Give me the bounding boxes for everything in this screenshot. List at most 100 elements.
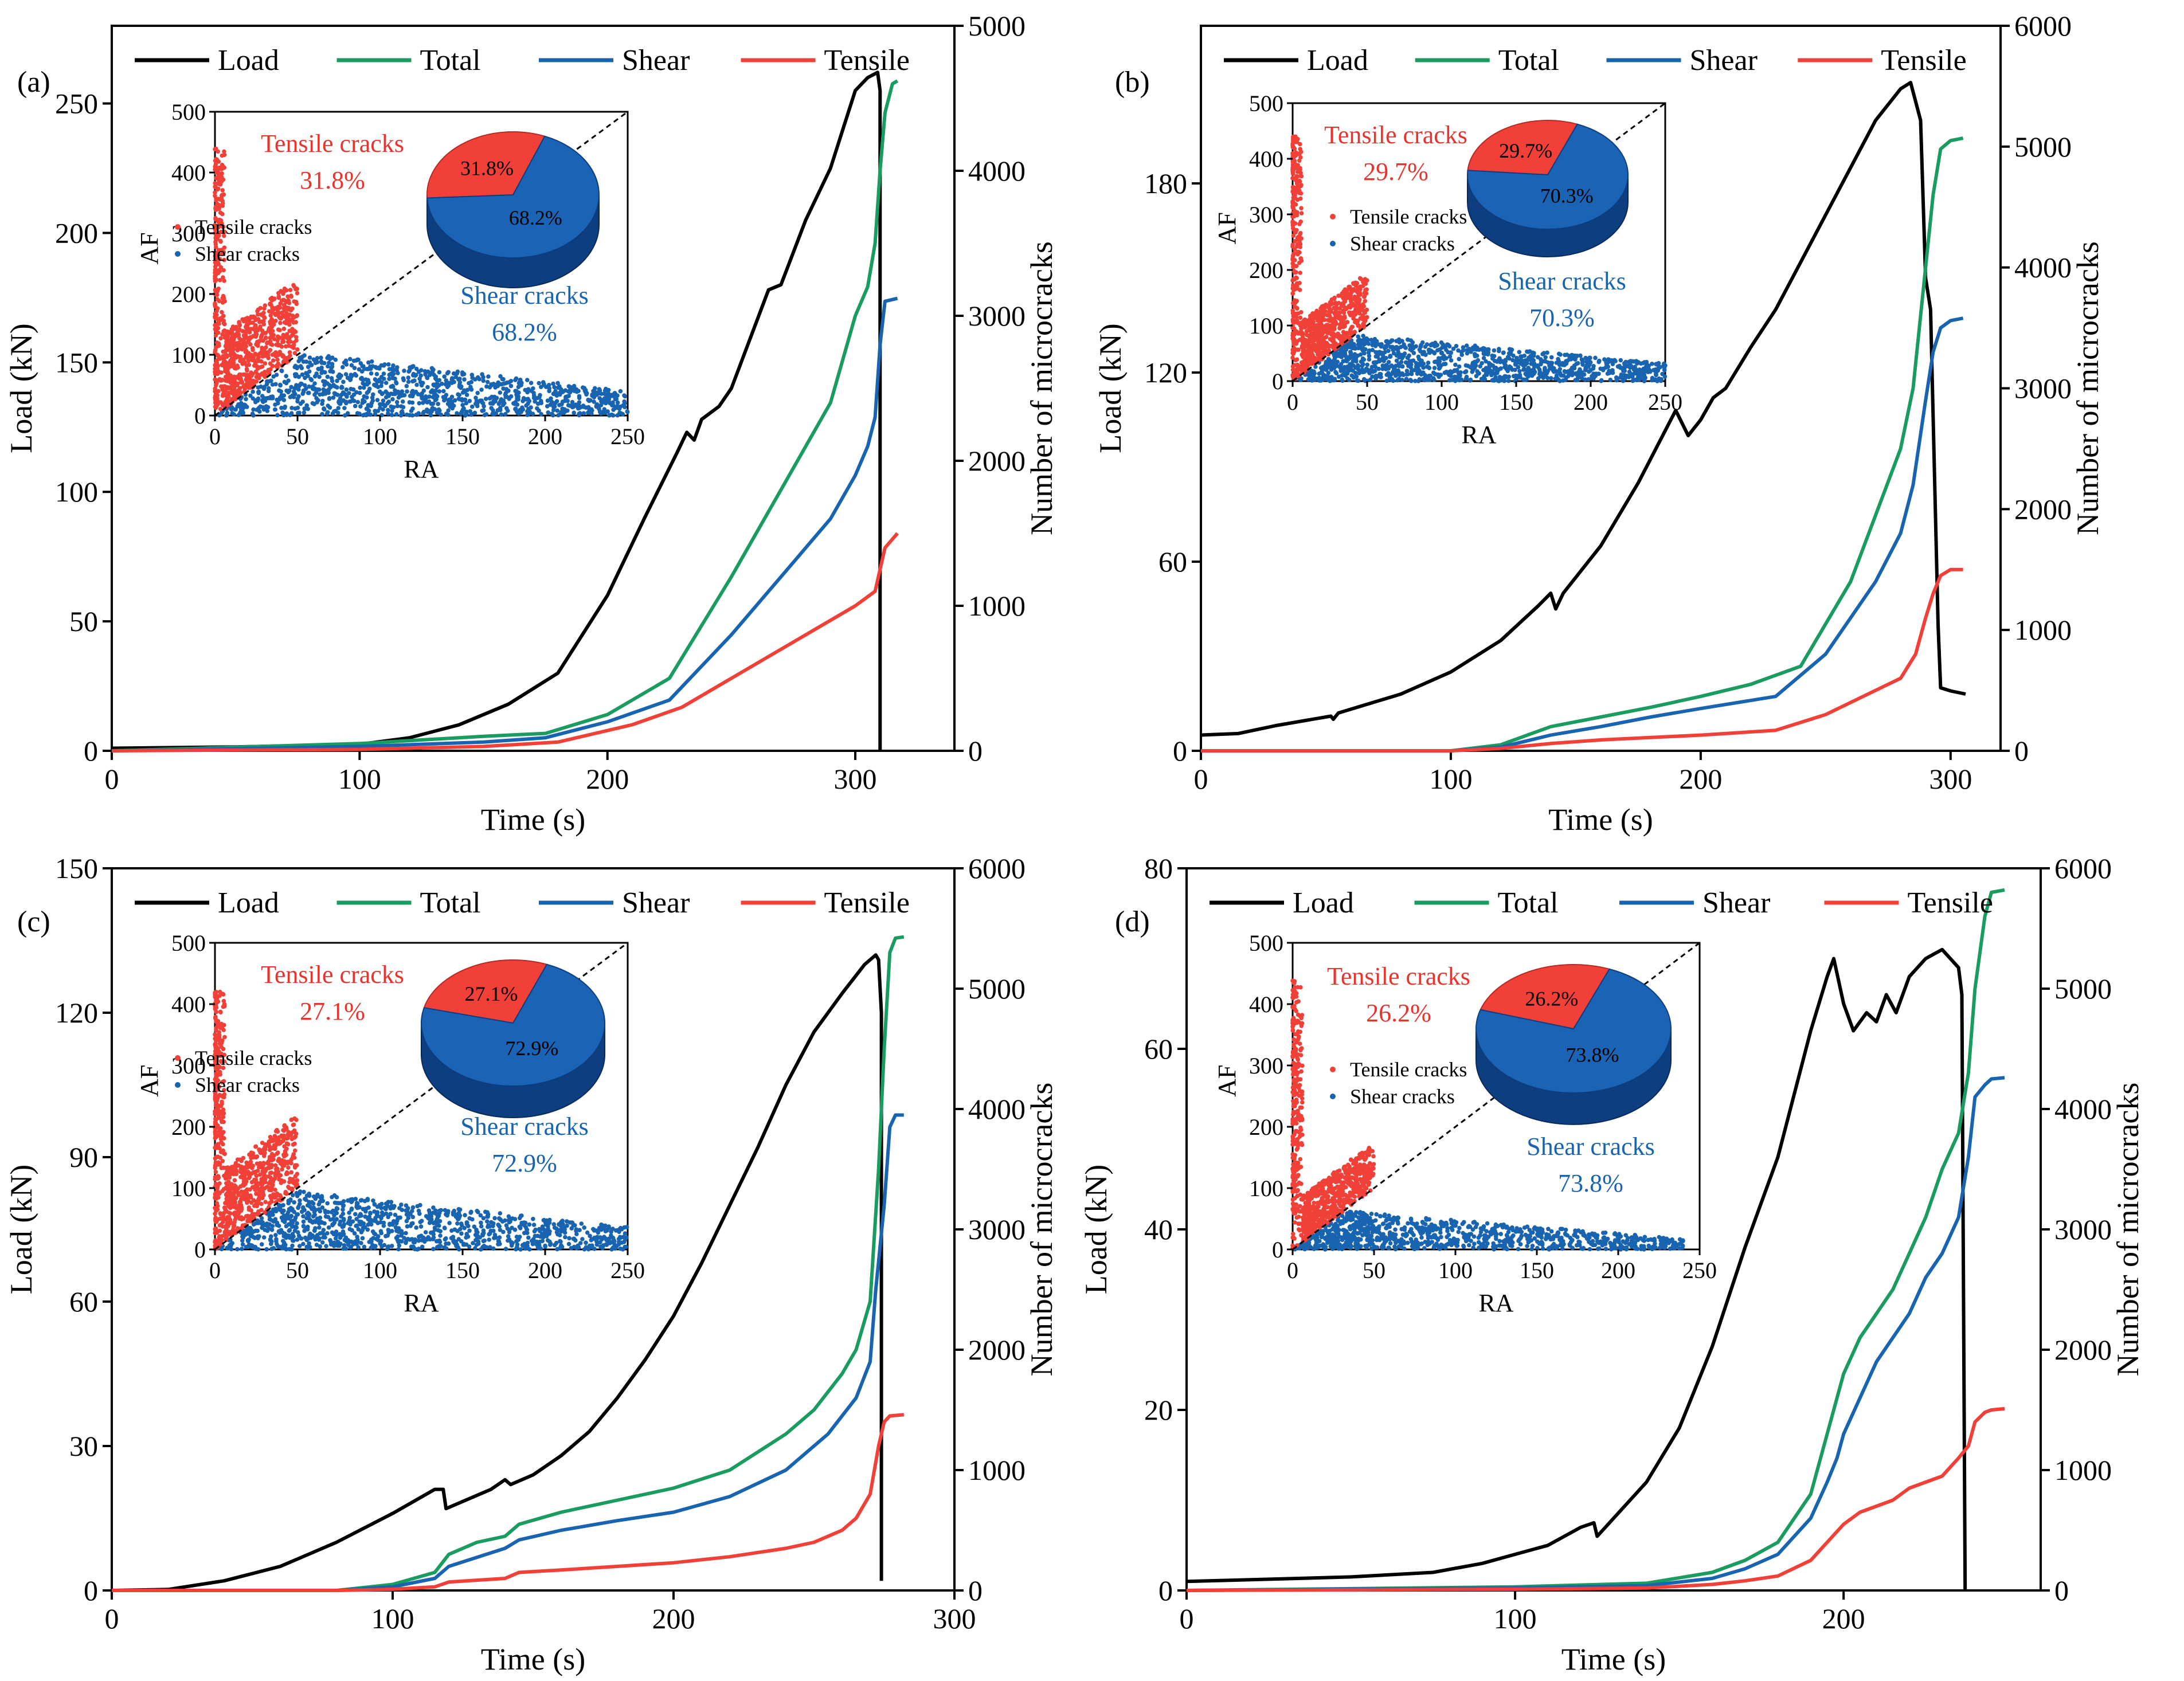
shear-crack-point: [514, 376, 519, 381]
shear-crack-point: [394, 380, 398, 385]
legend-label-total: Total: [420, 887, 481, 919]
shear-crack-point: [268, 1238, 273, 1243]
shear-crack-point: [516, 385, 521, 389]
y2-tick-label: 0: [968, 1574, 983, 1606]
shear-crack-point: [1431, 350, 1436, 355]
shear-crack-point: [566, 403, 571, 407]
shear-crack-point: [313, 359, 318, 363]
shear-crack-point: [539, 412, 543, 417]
tensile-crack-point: [254, 332, 259, 337]
shear-crack-point: [625, 409, 630, 414]
tensile-crack-point: [225, 370, 230, 375]
tensile-crack-point: [215, 297, 220, 301]
shear-crack-point: [1393, 371, 1398, 376]
shear-crack-point: [482, 1238, 487, 1243]
shear-crack-point: [549, 399, 554, 404]
shear-crack-point: [408, 1224, 413, 1228]
series-line-shear: [111, 296, 898, 753]
shear-crack-point: [348, 378, 353, 382]
shear-crack-point: [1408, 362, 1413, 367]
shear-crack-point: [1395, 347, 1400, 352]
shear-crack-point: [535, 401, 541, 406]
shear-crack-point: [381, 371, 386, 376]
y-tick-label: 50: [69, 605, 98, 637]
shear-crack-point: [1646, 370, 1650, 374]
shear-crack-point: [1435, 343, 1439, 347]
shear-crack-point: [464, 401, 469, 406]
shear-crack-point: [503, 1218, 507, 1223]
y-tick-label: 60: [1158, 546, 1187, 578]
shear-crack-point: [386, 399, 392, 404]
shear-crack-point: [1409, 371, 1414, 377]
tensile-legend-marker: [1330, 214, 1336, 220]
shear-crack-point: [224, 413, 229, 418]
shear-crack-point: [293, 385, 298, 390]
shear-crack-point: [304, 1244, 309, 1249]
shear-crack-point: [558, 1245, 563, 1250]
shear-crack-point: [408, 365, 412, 370]
shear-crack-point: [312, 392, 317, 397]
tensile-crack-point: [254, 375, 259, 379]
tensile-crack-point: [1363, 279, 1368, 284]
tensile-crack-point: [1320, 311, 1324, 316]
shear-crack-point: [1658, 365, 1662, 370]
shear-crack-point: [562, 398, 567, 403]
tensile-crack-point: [1343, 291, 1347, 295]
shear-crack-point: [317, 374, 322, 379]
y-axis-label: Load (kN): [4, 1165, 38, 1294]
shear-crack-point: [1509, 347, 1514, 352]
shear-crack-point: [459, 1221, 464, 1226]
tensile-crack-point: [245, 368, 249, 373]
tensile-crack-point: [237, 386, 242, 390]
x-axis-label: Time (s): [481, 1642, 586, 1676]
pie-label-shear: 70.3%: [1540, 184, 1594, 207]
tensile-crack-point: [260, 364, 265, 369]
shear-crack-point: [1655, 379, 1659, 383]
shear-crack-point: [378, 402, 382, 407]
tensile-crack-point: [284, 332, 289, 336]
tensile-crack-point: [1290, 373, 1295, 378]
shear-crack-point: [306, 365, 311, 369]
tensile-crack-point: [290, 314, 295, 318]
shear-crack-point: [303, 386, 308, 391]
tensile-crack-point: [1291, 138, 1295, 143]
legend-label-total: Total: [420, 44, 481, 77]
shear-crack-point: [396, 395, 401, 400]
shear-crack-point: [1352, 346, 1357, 351]
shear-crack-point: [444, 393, 449, 397]
inset-y-tick-label: 0: [194, 403, 206, 429]
shear-crack-point: [1344, 359, 1349, 363]
tensile-crack-point: [230, 336, 235, 340]
tensile-crack-point: [1298, 220, 1303, 224]
shear-crack-point: [1487, 362, 1492, 367]
shear-crack-point: [456, 1211, 461, 1216]
tensile-crack-point: [1333, 315, 1338, 320]
shear-crack-point: [1474, 353, 1480, 358]
shear-crack-point: [437, 389, 442, 394]
tensile-crack-point: [255, 328, 260, 333]
shear-crack-point: [304, 403, 309, 408]
shear-crack-point: [1451, 346, 1456, 351]
shear-crack-point: [476, 375, 480, 380]
tensile-crack-point: [243, 350, 248, 354]
shear-crack-point: [362, 399, 367, 404]
shear-crack-point: [531, 390, 536, 395]
tensile-crack-point: [237, 376, 242, 381]
shear-crack-point: [269, 1247, 274, 1251]
tensile-crack-point: [265, 352, 271, 358]
shear-crack-point: [1385, 342, 1391, 346]
tensile-legend-label: Tensile cracks: [195, 215, 312, 238]
shear-crack-point: [307, 384, 311, 389]
shear-crack-point: [603, 1227, 608, 1232]
shear-crack-point: [400, 399, 405, 404]
tensile-crack-point: [285, 294, 290, 299]
shear-crack-point: [535, 1244, 541, 1249]
tensile-crack-point: [1311, 312, 1316, 316]
tensile-crack-point: [277, 315, 281, 319]
inset-scatter-a: 0 50 100 150 200 2500100200300400500RAAFTensi…: [135, 99, 645, 483]
tensile-crack-point: [247, 316, 252, 321]
shear-crack-point: [273, 1233, 278, 1237]
tensile-crack-point: [294, 335, 299, 340]
tensile-crack-point: [241, 319, 246, 324]
